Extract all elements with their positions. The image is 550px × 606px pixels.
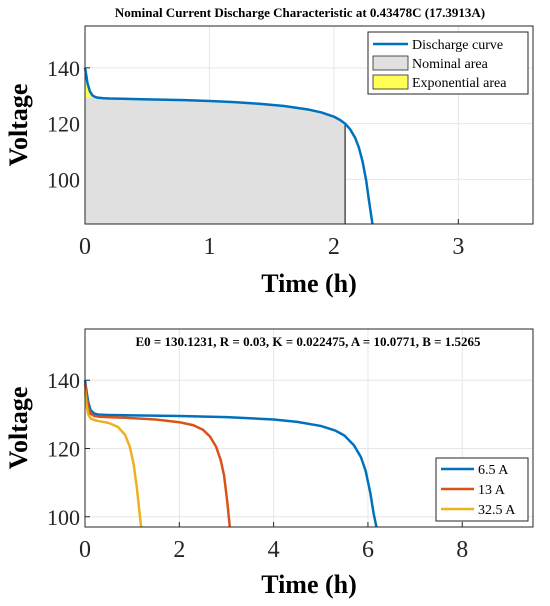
x-tick-label: 0 xyxy=(79,537,91,563)
legend-label: Discharge curve xyxy=(412,38,503,53)
series-line-discharge-curve xyxy=(83,67,374,225)
legend-label: 6.5 A xyxy=(478,463,509,478)
y-tick-label: 120 xyxy=(47,112,80,137)
chart-top: Nominal Current Discharge Characteristic… xyxy=(4,5,534,298)
legend-label: 13 A xyxy=(478,483,506,498)
series-line-13-a xyxy=(83,383,232,528)
series-line-6-5-a xyxy=(83,380,378,528)
series-line-32-5-a xyxy=(83,390,143,528)
x-tick-labels: 0 2 4 6 8 xyxy=(79,537,468,563)
x-axis-label: Time (h) xyxy=(261,269,357,298)
chart-annotation-parameters: E0 = 130.1231, R = 0.03, K = 0.022475, A… xyxy=(135,334,481,349)
x-tick-label: 4 xyxy=(268,537,280,563)
legend: 6.5 A 13 A 32.5 A xyxy=(435,457,529,522)
series-lines xyxy=(83,380,378,528)
chart-bottom: E0 = 130.1231, R = 0.03, K = 0.022475, A… xyxy=(4,328,534,599)
series-lines xyxy=(83,67,374,225)
x-tick-label: 0 xyxy=(79,234,91,260)
y-tick-label: 140 xyxy=(47,56,80,81)
x-tick-label: 1 xyxy=(203,234,215,260)
x-tick-label: 2 xyxy=(328,234,340,260)
legend-swatch xyxy=(372,55,409,71)
y-axis-label: Voltage xyxy=(4,84,33,167)
legend-label: Nominal area xyxy=(412,57,489,72)
y-tick-label: 100 xyxy=(47,167,80,192)
legend-label: Exponential area xyxy=(412,76,507,91)
y-tick-labels: 100 120 140 xyxy=(47,56,80,193)
x-tick-label: 2 xyxy=(173,537,185,563)
y-tick-label: 100 xyxy=(47,505,80,530)
y-tick-label: 140 xyxy=(47,368,80,393)
grid xyxy=(84,329,533,527)
plot-frame xyxy=(84,25,534,225)
exponential-area xyxy=(85,67,98,98)
y-tick-labels: 100 120 140 xyxy=(47,368,80,530)
legend-label: 32.5 A xyxy=(478,503,516,518)
x-tick-label: 6 xyxy=(362,537,374,563)
x-tick-labels: 0 1 2 3 xyxy=(79,234,464,260)
x-tick-label: 8 xyxy=(456,537,468,563)
x-axis-label: Time (h) xyxy=(261,570,357,599)
y-axis-label: Voltage xyxy=(4,387,33,470)
x-tick-label: 3 xyxy=(452,234,464,260)
plot-frame xyxy=(84,328,534,528)
legend-swatch xyxy=(372,74,409,90)
chart-title: Nominal Current Discharge Characteristic… xyxy=(115,5,485,20)
y-tick-label: 120 xyxy=(47,436,80,461)
legend: Discharge curve Nominal area Exponential a… xyxy=(367,31,529,95)
